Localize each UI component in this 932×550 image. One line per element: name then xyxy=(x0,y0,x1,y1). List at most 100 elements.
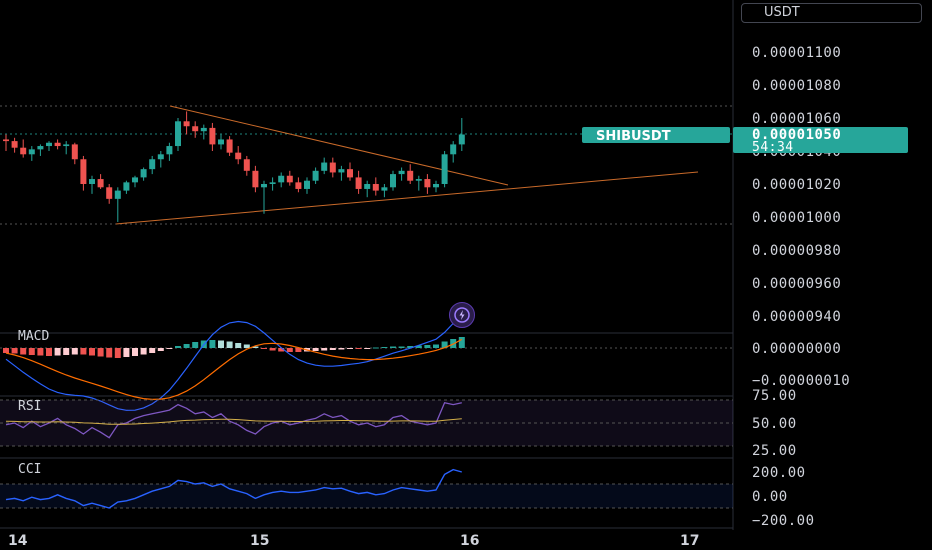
macd-histogram-bar xyxy=(140,348,147,355)
current-price-tag xyxy=(733,127,908,153)
candle-body xyxy=(252,170,259,188)
cci-axis-label: 200.00 xyxy=(752,465,806,481)
price-axis-label: 0.00001060 xyxy=(752,111,841,127)
upper-trendline[interactable] xyxy=(169,105,509,186)
candle-body xyxy=(329,162,336,173)
macd-histogram-bar xyxy=(80,348,87,355)
candle-body xyxy=(209,127,216,145)
macd-histogram-bar xyxy=(89,348,95,356)
rsi-axis-label: 75.00 xyxy=(752,388,797,404)
cci-label[interactable]: CCI xyxy=(18,462,42,477)
rsi-moving-average xyxy=(5,418,462,425)
candle-body xyxy=(218,139,224,145)
candle-body xyxy=(37,146,44,150)
cci-axis-label: 0.00 xyxy=(752,489,788,505)
candle-body xyxy=(71,144,78,160)
time-axis-label: 17 xyxy=(680,533,699,549)
price-axis-label: 0.00001100 xyxy=(752,45,841,61)
candle-body xyxy=(89,179,95,184)
price-axis-label: 0.00001000 xyxy=(752,210,841,226)
candle-body xyxy=(63,144,70,147)
macd-histogram-bar xyxy=(11,348,18,354)
candle-body xyxy=(114,190,121,199)
candle-body xyxy=(80,159,87,184)
macd-histogram-bar xyxy=(97,348,104,357)
macd-histogram-bar xyxy=(149,348,156,353)
candle-body xyxy=(149,159,156,170)
candle-body xyxy=(192,126,199,132)
macd-histogram-bar xyxy=(441,341,448,348)
candle-body xyxy=(226,139,233,153)
currency-button[interactable]: USDT xyxy=(741,3,922,23)
lightning-icon xyxy=(454,307,470,323)
macd-histogram-bar xyxy=(269,348,276,351)
macd-histogram-bar xyxy=(424,345,431,348)
macd-histogram-bar xyxy=(226,341,233,348)
macd-histogram-bar xyxy=(192,342,199,348)
candle-body xyxy=(123,182,130,191)
macd-histogram-bar xyxy=(3,348,9,353)
time-axis-label: 16 xyxy=(460,533,479,549)
candle-body xyxy=(140,169,147,178)
currency-button-label: USDT xyxy=(764,5,800,20)
macd-histogram-bar xyxy=(209,340,216,348)
macd-histogram-bar xyxy=(355,348,362,349)
bar-countdown: 54:34 xyxy=(752,140,794,155)
candle-body xyxy=(381,187,388,191)
candle-body xyxy=(390,174,396,188)
macd-axis-label: 0.00000000 xyxy=(752,341,841,357)
candle-body xyxy=(243,159,250,171)
macd-histogram-bar xyxy=(398,346,405,348)
candle-body xyxy=(347,169,353,178)
macd-histogram-bar xyxy=(407,346,414,348)
lower-trendline[interactable] xyxy=(115,171,699,225)
candle-body xyxy=(295,182,302,189)
macd-histogram-bar xyxy=(364,348,371,349)
price-axis-label: 0.00000960 xyxy=(752,276,841,292)
price-axis[interactable]: 0.00001100 0.00001080 0.00001060 0.00001… xyxy=(752,45,841,325)
candle-body xyxy=(97,179,104,188)
candle-body xyxy=(261,184,267,188)
price-axis-label: 0.00001020 xyxy=(752,177,841,193)
macd-histogram-bar xyxy=(46,348,52,356)
candlestick-series xyxy=(3,111,465,222)
macd-histogram-bar xyxy=(106,348,113,358)
macd-histogram-bar xyxy=(381,347,388,348)
candle-body xyxy=(166,146,173,155)
macd-histogram-bar xyxy=(235,343,242,348)
current-price-value: 0.00001050 xyxy=(752,127,841,143)
macd-histogram-bar xyxy=(338,348,345,350)
macd-histogram-bar xyxy=(252,346,259,348)
cci-line xyxy=(5,468,462,509)
candle-body xyxy=(278,175,285,183)
macd-histogram-bar xyxy=(347,348,353,349)
time-axis-label: 14 xyxy=(8,533,28,549)
time-axis[interactable]: 14 15 16 17 xyxy=(8,533,699,549)
macd-histogram-bar xyxy=(218,340,224,348)
candle-body xyxy=(433,184,439,188)
candle-body xyxy=(54,142,61,147)
candle-body xyxy=(312,170,319,181)
macd-histogram-bar xyxy=(390,346,396,348)
macd-histogram-bar xyxy=(278,348,285,352)
macd-label[interactable]: MACD xyxy=(18,329,50,344)
candle-body xyxy=(157,154,164,160)
lightning-button[interactable] xyxy=(449,302,475,328)
macd-histogram-bar xyxy=(415,345,422,348)
macd-histogram-bar xyxy=(295,348,302,352)
macd-histogram-bar xyxy=(132,348,138,356)
macd-histogram-bar xyxy=(329,348,336,350)
candle-body xyxy=(424,179,431,188)
candle-body xyxy=(286,175,293,183)
rsi-label[interactable]: RSI xyxy=(18,399,42,414)
candle-body xyxy=(321,162,328,171)
rsi-line xyxy=(5,402,462,439)
candle-body xyxy=(441,154,448,184)
cci-axis-label: −200.00 xyxy=(752,513,815,529)
candle-body xyxy=(304,180,310,189)
candle-body xyxy=(11,141,18,148)
macd-histogram-bar xyxy=(312,348,319,351)
macd-histogram-bar xyxy=(458,337,465,348)
macd-histogram-bar xyxy=(261,348,267,349)
